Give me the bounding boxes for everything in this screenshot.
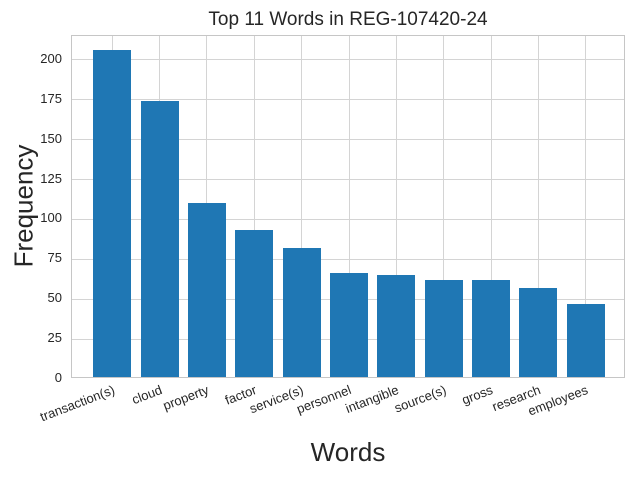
h-gridline-75 bbox=[72, 258, 624, 260]
y-tick-label-100: 100 bbox=[40, 210, 62, 226]
bar-property bbox=[188, 203, 226, 377]
bar-transaction(s) bbox=[93, 49, 132, 377]
h-gridline-150 bbox=[72, 139, 624, 141]
y-tick-label-0: 0 bbox=[54, 370, 62, 385]
bar-cloud bbox=[140, 101, 179, 377]
y-tick-label-150: 150 bbox=[40, 130, 62, 146]
h-gridline-125 bbox=[72, 179, 624, 181]
v-gridline-10 bbox=[585, 36, 587, 377]
v-gridline-3 bbox=[253, 36, 255, 377]
bar-factor bbox=[235, 230, 274, 377]
x-tick-label-cloud: cloud bbox=[129, 382, 164, 408]
y-tick-label-125: 125 bbox=[40, 170, 62, 186]
bar-employees bbox=[566, 303, 605, 377]
x-tick-label-intangible: intangible bbox=[343, 382, 401, 417]
chart-title: Top 11 Words in REG-107420-24 bbox=[208, 9, 488, 30]
x-tick-label-property: property bbox=[161, 382, 211, 414]
y-tick-label-175: 175 bbox=[40, 90, 62, 106]
bar-service(s) bbox=[282, 247, 321, 377]
x-tick-label-gross: gross bbox=[460, 382, 496, 408]
h-gridline-175 bbox=[72, 99, 624, 101]
x-axis-label: Words bbox=[310, 437, 386, 467]
y-tick-label-25: 25 bbox=[47, 330, 62, 346]
x-tick-label-transaction(s): transaction(s) bbox=[37, 382, 117, 425]
v-gridline-9 bbox=[537, 36, 539, 377]
v-gridline-7 bbox=[443, 36, 445, 377]
plot-area bbox=[71, 35, 625, 378]
bar-research bbox=[519, 287, 558, 377]
v-gridline-5 bbox=[348, 36, 350, 377]
y-axis-label: Frequency bbox=[8, 144, 39, 268]
bar-personnel bbox=[330, 273, 368, 377]
bar-gross bbox=[472, 279, 510, 377]
y-tick-label-75: 75 bbox=[47, 250, 62, 266]
x-tick-label-personnel: personnel bbox=[294, 382, 354, 417]
bar-source(s) bbox=[424, 279, 463, 377]
x-tick-label-source(s): source(s) bbox=[391, 382, 448, 416]
y-tick-label-50: 50 bbox=[47, 290, 62, 306]
v-gridline-6 bbox=[395, 36, 397, 377]
h-gridline-100 bbox=[72, 218, 624, 220]
h-gridline-200 bbox=[72, 59, 624, 61]
v-gridline-8 bbox=[490, 36, 492, 377]
v-gridline-4 bbox=[301, 36, 303, 377]
bar-intangible bbox=[377, 274, 416, 377]
y-tick-label-200: 200 bbox=[40, 50, 62, 66]
